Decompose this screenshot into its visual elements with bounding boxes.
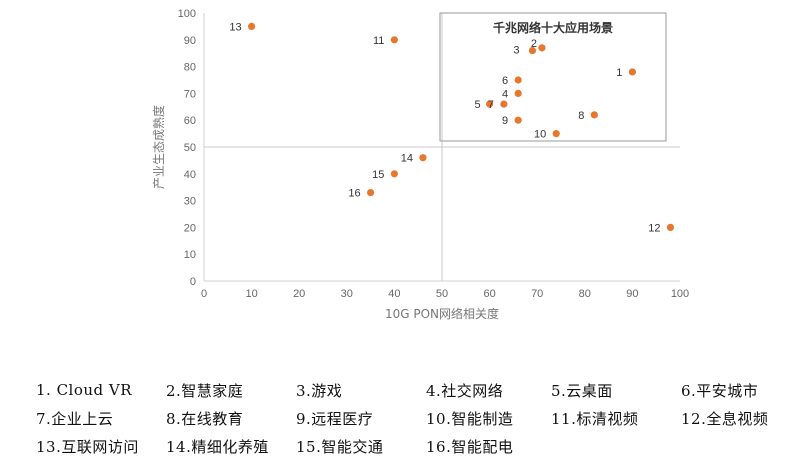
data-point-label: 3 bbox=[513, 45, 519, 57]
legend-item: 14.精细化养殖 bbox=[166, 437, 269, 456]
legend-item: 4.社交网络 bbox=[426, 381, 504, 400]
data-point bbox=[538, 44, 546, 52]
legend-item: 5.云桌面 bbox=[551, 381, 613, 400]
x-tick-label: 0 bbox=[201, 288, 207, 300]
y-tick-label: 40 bbox=[184, 169, 196, 181]
data-point-label: 15 bbox=[372, 169, 384, 181]
legend-item: 1. Cloud VR bbox=[36, 381, 133, 399]
y-tick-label: 0 bbox=[190, 276, 196, 288]
data-point bbox=[666, 223, 675, 231]
quadrant-divider bbox=[204, 13, 680, 281]
x-tick-label: 90 bbox=[626, 288, 638, 300]
highlight-box-title: 千兆网络十大应用场景 bbox=[493, 20, 613, 35]
y-axis-ticks: 0 10 20 30 40 50 60 70 80 90 100 bbox=[178, 8, 196, 288]
legend-item: 16.智能配电 bbox=[426, 437, 514, 456]
scatter-chart: 千兆网络十大应用场景 0 10 20 30 40 50 60 70 80 90 100 0 10 20 3… bbox=[151, 8, 689, 321]
data-point-label: 13 bbox=[229, 21, 241, 33]
data-point bbox=[500, 100, 508, 108]
x-tick-label: 50 bbox=[436, 288, 448, 300]
data-point bbox=[367, 188, 375, 197]
x-tick-label: 30 bbox=[341, 288, 353, 300]
data-point bbox=[486, 100, 494, 108]
legend-item: 9.远程医疗 bbox=[296, 409, 374, 428]
x-axis-ticks: 0 10 20 30 40 50 60 70 80 90 100 bbox=[201, 288, 689, 300]
legend-item: 15.智能交通 bbox=[296, 437, 384, 456]
data-point-label: 9 bbox=[502, 115, 508, 127]
legend-row: 13.互联网访问 14.精细化养殖 15.智能交通 16.智能配电 bbox=[36, 432, 800, 460]
y-axis-title: 产业生态成熟度 bbox=[151, 105, 166, 189]
data-point-label: 2 bbox=[531, 38, 537, 50]
y-tick-label: 20 bbox=[184, 222, 196, 234]
legend-item: 10.智能制造 bbox=[426, 409, 514, 428]
y-tick-label: 80 bbox=[184, 62, 196, 74]
data-point bbox=[514, 89, 522, 97]
x-tick-label: 100 bbox=[671, 288, 689, 300]
y-tick-label: 60 bbox=[184, 115, 196, 127]
data-point-label: 10 bbox=[534, 129, 546, 141]
x-tick-label: 80 bbox=[579, 288, 591, 300]
data-point-label: 12 bbox=[648, 222, 660, 234]
legend: 1. Cloud VR 2.智慧家庭 3.游戏 4.社交网络 5.云桌面 6.平安城市 7.… bbox=[36, 376, 800, 460]
highlight-box-frame bbox=[439, 12, 667, 142]
data-point-label: 11 bbox=[373, 35, 384, 47]
data-point bbox=[590, 111, 598, 119]
legend-item: 8.在线教育 bbox=[166, 409, 244, 428]
data-point-label: 1 bbox=[616, 67, 622, 79]
legend-row: 7.企业上云 8.在线教育 9.远程医疗 10.智能制造 11.标清视频 12.全息视频 bbox=[36, 404, 800, 432]
x-tick-label: 20 bbox=[293, 288, 305, 300]
data-point bbox=[390, 36, 398, 44]
legend-item: 3.游戏 bbox=[296, 381, 343, 400]
y-tick-label: 30 bbox=[184, 196, 196, 208]
x-axis-title: 10G PON网络相关度 bbox=[385, 306, 499, 321]
y-tick-label: 100 bbox=[178, 8, 196, 20]
x-tick-label: 40 bbox=[388, 288, 400, 300]
data-point-label: 8 bbox=[578, 110, 584, 122]
y-tick-label: 10 bbox=[184, 249, 196, 261]
y-tick-label: 90 bbox=[184, 35, 196, 47]
legend-item: 7.企业上云 bbox=[36, 409, 114, 428]
y-tick-label: 70 bbox=[184, 88, 196, 100]
data-point bbox=[514, 116, 522, 124]
legend-row: 1. Cloud VR 2.智慧家庭 3.游戏 4.社交网络 5.云桌面 6.平安城市 bbox=[36, 376, 800, 404]
data-point-label: 6 bbox=[502, 75, 508, 87]
data-point bbox=[248, 22, 256, 30]
data-point bbox=[628, 68, 637, 76]
data-point bbox=[552, 130, 560, 138]
legend-item: 6.平安城市 bbox=[681, 381, 759, 400]
data-point bbox=[528, 46, 537, 55]
y-tick-label: 50 bbox=[184, 142, 196, 154]
data-point bbox=[514, 76, 522, 84]
data-point bbox=[390, 170, 398, 178]
x-tick-label: 60 bbox=[483, 288, 495, 300]
legend-item: 13.互联网访问 bbox=[36, 437, 139, 456]
data-point-label: 5 bbox=[474, 99, 480, 111]
data-point-label: 4 bbox=[502, 88, 508, 100]
data-point-label: 7 bbox=[488, 99, 494, 111]
data-point bbox=[419, 154, 427, 162]
x-tick-label: 70 bbox=[531, 288, 543, 300]
highlight-box: 千兆网络十大应用场景 bbox=[439, 12, 667, 142]
data-point-label: 16 bbox=[348, 188, 360, 200]
x-tick-label: 10 bbox=[245, 288, 257, 300]
legend-item: 11.标清视频 bbox=[551, 409, 639, 428]
legend-item: 2.智慧家庭 bbox=[166, 381, 244, 400]
data-point-label: 14 bbox=[401, 153, 413, 165]
legend-item: 12.全息视频 bbox=[681, 409, 769, 428]
